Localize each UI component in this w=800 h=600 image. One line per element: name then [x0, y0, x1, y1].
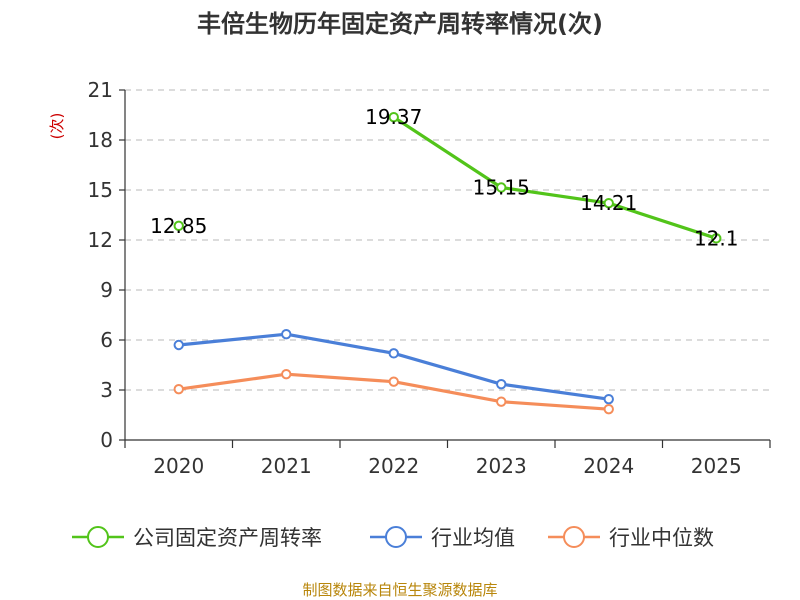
legend-swatch-marker — [87, 526, 109, 548]
axes: 0 3 6 9 12 15 18 21 2020 2021 2022 2023 2024 2025 — [88, 78, 771, 478]
legend-swatch-marker — [563, 526, 585, 548]
x-tick-label: 2023 — [476, 454, 527, 478]
chart-title: 丰倍生物历年固定资产周转率情况(次) — [197, 10, 603, 38]
source-note: 制图数据来自恒生聚源数据库 — [302, 581, 497, 599]
series-2 — [173, 328, 614, 405]
series-group: 12.85 19.37 15.15 14.21 12.1 — [150, 105, 739, 415]
x-tick-label: 2025 — [691, 454, 742, 478]
data-point[interactable] — [388, 376, 399, 387]
data-point[interactable] — [281, 328, 292, 340]
legend-label: 行业均值 — [431, 526, 515, 550]
data-point[interactable] — [496, 378, 507, 390]
data-point[interactable] — [281, 368, 292, 380]
y-tick-label: 3 — [100, 378, 113, 402]
data-point[interactable] — [388, 348, 399, 359]
legend-item-3[interactable]: 行业中位数 — [548, 526, 714, 550]
x-tick-label: 2022 — [368, 454, 419, 478]
legend[interactable]: 公司固定资产周转率 行业均值 行业中位数 — [72, 526, 714, 550]
data-label: 12.1 — [694, 226, 739, 250]
series-line — [392, 115, 717, 240]
data-point[interactable] — [496, 396, 507, 407]
data-point[interactable] — [173, 220, 184, 232]
legend-label: 行业中位数 — [609, 526, 714, 550]
x-tick-label: 2024 — [583, 454, 634, 478]
y-tick-label: 21 — [88, 78, 113, 102]
data-point[interactable] — [603, 197, 614, 209]
y-tick-label: 15 — [88, 178, 113, 202]
legend-item-2[interactable]: 行业均值 — [370, 526, 515, 550]
legend-item-1[interactable]: 公司固定资产周转率 — [72, 526, 322, 550]
y-tick-label: 18 — [88, 128, 113, 152]
y-tick-label: 6 — [100, 328, 113, 352]
data-point[interactable] — [173, 383, 184, 395]
legend-label: 公司固定资产周转率 — [133, 526, 322, 550]
data-point[interactable] — [388, 111, 399, 123]
grid-lines — [125, 89, 770, 391]
data-label: 15.15 — [473, 176, 530, 200]
data-label: 19.37 — [365, 105, 422, 129]
x-tick-label: 2021 — [261, 454, 312, 478]
y-tick-label: 9 — [100, 278, 113, 302]
x-tick-label: 2020 — [153, 454, 204, 478]
data-point[interactable] — [711, 233, 722, 244]
y-axis-label: (次) — [48, 113, 66, 140]
data-point[interactable] — [173, 339, 184, 351]
series-3 — [173, 368, 614, 415]
data-label: 12.85 — [150, 214, 207, 238]
legend-swatch-marker — [385, 526, 407, 548]
data-label: 14.21 — [580, 191, 637, 215]
data-point[interactable] — [603, 393, 614, 405]
data-point[interactable] — [603, 403, 614, 415]
data-point[interactable] — [496, 182, 507, 193]
y-tick-label: 0 — [100, 428, 113, 452]
series-1: 12.85 19.37 15.15 14.21 12.1 — [150, 105, 738, 250]
y-tick-label: 12 — [88, 228, 113, 252]
